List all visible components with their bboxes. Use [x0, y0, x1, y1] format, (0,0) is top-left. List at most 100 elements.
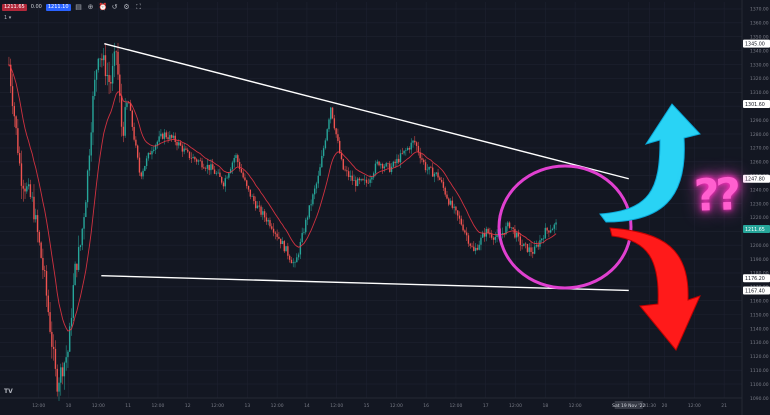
- alert-icon[interactable]: ⏰: [98, 3, 108, 11]
- time-axis-label: 12:00: [509, 403, 522, 409]
- candle-body: [467, 235, 470, 244]
- candle-body: [462, 224, 464, 231]
- candle-body: [99, 58, 101, 60]
- candle-body: [74, 263, 76, 286]
- candle-body: [60, 367, 62, 383]
- settings-icon[interactable]: ⚙: [123, 3, 130, 11]
- candle-body: [271, 226, 273, 229]
- candle-body: [61, 367, 64, 377]
- lower-trendline[interactable]: [101, 275, 629, 292]
- candle-body: [326, 129, 328, 141]
- time-axis-label: 14: [304, 403, 310, 409]
- candle-body: [160, 133, 162, 137]
- candle-body: [333, 118, 336, 129]
- time-cursor-box: [614, 401, 643, 409]
- candle-body: [526, 243, 529, 252]
- candle-body: [240, 169, 243, 173]
- candle-body: [469, 243, 471, 246]
- candle-body: [113, 51, 116, 66]
- candle-body: [79, 245, 82, 248]
- candle-body: [297, 254, 300, 258]
- price-axis-label: 1270.00: [750, 146, 769, 152]
- candle-body: [371, 177, 373, 180]
- candle-body: [399, 153, 402, 163]
- candle-body: [381, 164, 384, 169]
- candle-body: [42, 257, 44, 271]
- candle-body: [262, 211, 264, 215]
- candle-body: [322, 148, 325, 156]
- candle-body: [355, 180, 357, 187]
- candle-body: [415, 142, 418, 146]
- candle-body: [81, 228, 83, 246]
- candle-body: [185, 148, 187, 150]
- candle-body: [365, 179, 368, 183]
- candle-body: [235, 155, 237, 158]
- candle-body: [194, 157, 196, 160]
- candle-body: [187, 149, 189, 152]
- candle-body: [296, 257, 298, 263]
- candle-body: [117, 51, 119, 75]
- candle-body: [490, 234, 493, 238]
- candle-body: [179, 142, 182, 146]
- upper-trendline[interactable]: [104, 43, 629, 180]
- candle-body: [299, 241, 302, 255]
- candle-body: [405, 150, 407, 151]
- candle-body: [219, 172, 221, 177]
- candle-body: [94, 79, 96, 97]
- fullscreen-icon[interactable]: ⛶: [136, 3, 141, 11]
- indicators-icon[interactable]: ▤: [75, 3, 82, 11]
- sell-price-button[interactable]: 1211.65: [2, 3, 27, 11]
- candle-body: [136, 145, 139, 158]
- candle-body: [119, 74, 121, 96]
- candle-body: [144, 165, 146, 171]
- candle-body: [122, 126, 125, 136]
- price-axis-label: 1130.00: [750, 340, 769, 346]
- candle-body: [145, 158, 148, 166]
- buy-price-button[interactable]: 1211.10: [45, 3, 71, 11]
- candle-body: [131, 110, 134, 127]
- candle-body: [285, 246, 287, 252]
- candle-body: [251, 196, 253, 197]
- tradingview-logo-icon[interactable]: TV: [4, 388, 13, 395]
- candle-body: [544, 227, 547, 239]
- candle-body: [541, 238, 543, 241]
- time-axis-label: 12:00: [449, 403, 462, 409]
- interval-indicator[interactable]: 1 ▾: [4, 15, 12, 21]
- price-axis-label: 1090.00: [750, 396, 769, 402]
- candle-body: [101, 58, 103, 61]
- candle-body: [392, 161, 395, 167]
- candle-body: [233, 157, 235, 163]
- candle-body: [33, 196, 35, 220]
- candle-body: [111, 65, 114, 84]
- candle-body: [188, 151, 191, 159]
- compare-icon[interactable]: ⊕: [87, 3, 94, 11]
- candle-body: [192, 157, 194, 159]
- price-axis-label: 1100.00: [750, 382, 769, 388]
- time-axis-label: 12:00: [151, 403, 164, 409]
- highlight-circle[interactable]: [497, 164, 633, 290]
- candle-body: [437, 172, 439, 178]
- candle-body: [40, 242, 42, 258]
- candle-body: [385, 163, 387, 167]
- candle-body: [346, 170, 348, 172]
- candle-body: [503, 232, 505, 235]
- candle-body: [303, 232, 305, 233]
- candle-body: [517, 232, 520, 237]
- candle-body: [272, 228, 275, 233]
- candle-body: [210, 164, 212, 171]
- candle-body: [224, 178, 226, 187]
- price-marker: [743, 224, 770, 233]
- candle-body: [195, 159, 198, 162]
- replay-icon[interactable]: ↺: [111, 3, 118, 11]
- price-axis-label: 1110.00: [750, 368, 769, 374]
- candle-body: [29, 184, 32, 198]
- price-marker-label: 1247.80: [745, 177, 765, 183]
- candle-body: [378, 161, 380, 166]
- candle-body: [446, 194, 448, 199]
- candle-body: [453, 206, 455, 208]
- candle-body: [17, 128, 19, 154]
- candle-body: [199, 160, 201, 162]
- candle-body: [217, 172, 219, 174]
